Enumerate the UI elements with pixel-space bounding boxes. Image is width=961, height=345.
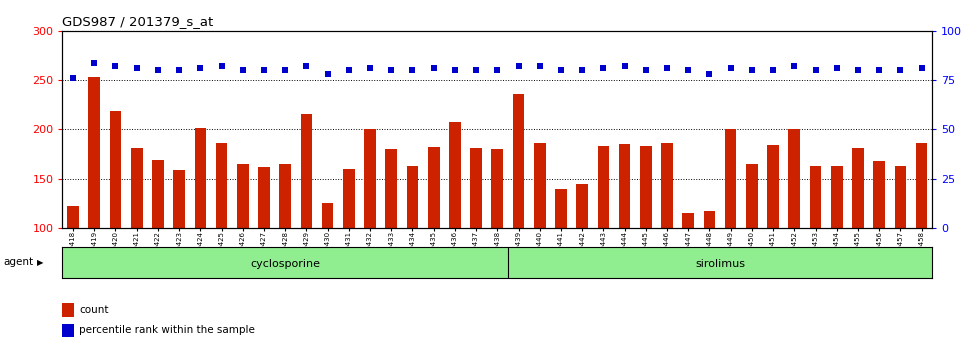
Point (171, 68, 186, 73)
Point (829, 66, 845, 71)
Bar (237, 164, 249, 228)
Point (596, 66, 611, 71)
Text: sirolimus: sirolimus (695, 259, 745, 269)
Point (362, 66, 378, 71)
Bar (62, 304, 75, 317)
Point (235, 68, 251, 73)
Bar (364, 129, 376, 228)
Point (341, 68, 357, 73)
Bar (67, 206, 79, 228)
Point (808, 68, 824, 73)
Point (744, 68, 759, 73)
Text: agent: agent (3, 257, 33, 267)
Bar (385, 149, 397, 228)
Point (532, 64, 548, 69)
Bar (661, 143, 673, 228)
Bar (619, 144, 630, 228)
Bar (682, 213, 694, 228)
Point (150, 68, 165, 73)
Point (638, 68, 653, 73)
Point (765, 68, 780, 73)
Point (192, 66, 208, 71)
Bar (449, 122, 460, 228)
Bar (152, 160, 163, 228)
Bar (831, 166, 843, 228)
Bar (301, 114, 312, 228)
Point (447, 68, 462, 73)
Bar (788, 129, 801, 228)
Text: count: count (79, 305, 109, 315)
Point (86, 60, 102, 65)
Bar (194, 128, 207, 228)
Point (129, 66, 144, 71)
Bar (852, 148, 864, 228)
Point (680, 68, 696, 73)
Bar (322, 203, 333, 228)
Bar (577, 185, 588, 228)
Point (872, 68, 887, 73)
Point (490, 68, 505, 73)
Bar (88, 77, 100, 228)
Bar (110, 111, 121, 228)
Point (278, 68, 293, 73)
Point (468, 68, 483, 73)
Bar (555, 189, 567, 228)
Point (659, 66, 675, 71)
Point (320, 71, 335, 77)
Point (850, 68, 866, 73)
Bar (640, 146, 652, 228)
Point (575, 68, 590, 73)
Text: cyclosporine: cyclosporine (250, 259, 320, 269)
Point (383, 68, 399, 73)
Bar (598, 146, 609, 228)
Bar (470, 148, 481, 228)
Point (554, 68, 569, 73)
Bar (874, 161, 885, 228)
Point (299, 64, 314, 69)
Text: GDS987 / 201379_s_at: GDS987 / 201379_s_at (62, 16, 213, 29)
Bar (173, 170, 185, 228)
Point (257, 68, 272, 73)
Bar (343, 169, 355, 228)
Point (787, 64, 802, 69)
Point (426, 66, 441, 71)
Point (108, 64, 123, 69)
Bar (62, 324, 75, 337)
Point (723, 66, 738, 71)
Text: ▶: ▶ (37, 258, 43, 267)
Bar (513, 94, 525, 228)
Bar (491, 149, 504, 228)
Point (65, 76, 81, 81)
Point (893, 68, 908, 73)
Bar (131, 148, 142, 228)
Bar (534, 143, 546, 228)
Bar (428, 147, 439, 228)
Bar (746, 164, 757, 228)
Bar (215, 143, 228, 228)
Bar (767, 145, 779, 228)
Point (914, 66, 929, 71)
Text: percentile rank within the sample: percentile rank within the sample (79, 325, 256, 335)
Bar (810, 166, 822, 228)
Bar (259, 167, 270, 228)
Point (214, 64, 230, 69)
Bar (407, 166, 418, 228)
Bar (916, 143, 927, 228)
Bar (280, 164, 291, 228)
Bar (895, 166, 906, 228)
Bar (725, 129, 736, 228)
Point (511, 64, 527, 69)
Point (405, 68, 420, 73)
Point (617, 64, 632, 69)
Point (702, 71, 717, 77)
Bar (703, 211, 715, 228)
